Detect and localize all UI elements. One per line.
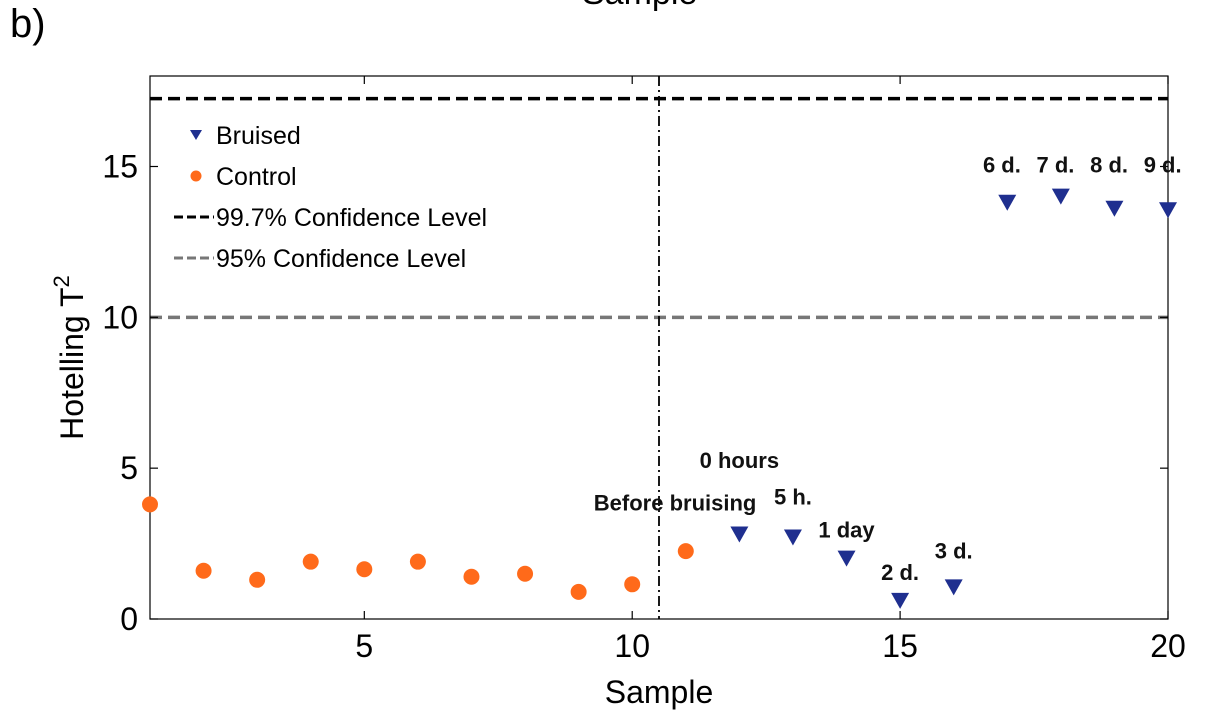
bruised-point <box>783 529 802 546</box>
legend-line-label: 95% Confidence Level <box>216 245 466 273</box>
control-point <box>570 583 587 600</box>
annotation-label: Before bruising <box>594 490 757 515</box>
legend-control-marker <box>190 170 202 182</box>
control-point <box>302 553 319 570</box>
annotation-label: 6 d. <box>983 153 1021 178</box>
legend-control-label: Control <box>216 163 297 191</box>
annotation-label: 2 d. <box>881 560 919 585</box>
x-tick-label: 15 <box>882 628 918 664</box>
control-point <box>409 553 426 570</box>
annotation-label: 7 d. <box>1037 153 1075 178</box>
x-tick-label: 20 <box>1150 628 1186 664</box>
legend: Bruised Control 99.7% Confidence Level 95% … <box>174 122 487 273</box>
control-point <box>249 571 266 588</box>
y-tick-label: 15 <box>102 149 138 185</box>
y-axis-label: Hotelling T2 <box>49 275 90 440</box>
control-point <box>517 565 534 582</box>
legend-bruised-marker <box>190 130 202 140</box>
control-point <box>624 576 641 593</box>
bruised-point <box>998 194 1017 211</box>
legend-line-label: 99.7% Confidence Level <box>216 204 487 232</box>
legend-bruised-label: Bruised <box>216 122 301 150</box>
reference-lines-layer <box>150 76 1168 619</box>
bruised-point <box>1159 202 1177 219</box>
bruised-point <box>944 579 963 596</box>
y-tick-label: 0 <box>120 601 138 637</box>
x-tick-label: 5 <box>355 628 373 664</box>
bruised-point <box>837 550 856 567</box>
annotation-label: 1 day <box>818 518 875 543</box>
control-point <box>142 496 158 513</box>
control-point <box>195 562 212 579</box>
x-axis-label: Sample <box>605 674 714 710</box>
annotation-label: 5 h. <box>774 484 812 509</box>
y-axis-label-text: Hotelling T <box>54 287 90 439</box>
annotation-label: 9 d. <box>1144 153 1182 178</box>
y-tick-label: 5 <box>120 450 138 486</box>
annotation-label: 0 hours <box>700 448 779 473</box>
points-layer <box>142 188 1177 609</box>
annotation-label: 3 d. <box>935 539 973 564</box>
bruised-point <box>891 592 910 609</box>
plot-frame <box>149 75 1169 620</box>
ticks-layer: 5 10 15 20 0 5 10 15 <box>102 76 1186 664</box>
annotation-label: 8 d. <box>1090 153 1128 178</box>
y-axis-label-superscript: 2 <box>49 275 74 287</box>
bruised-point <box>1051 188 1070 205</box>
bruised-point <box>1105 200 1124 217</box>
control-point <box>463 568 480 585</box>
top-cropped-title: Sample <box>582 0 697 13</box>
panel-label: b) <box>10 2 46 46</box>
y-tick-label: 10 <box>102 299 138 335</box>
x-tick-label: 10 <box>614 628 650 664</box>
bruised-point <box>730 526 749 543</box>
control-point <box>677 543 694 560</box>
control-point <box>356 561 373 578</box>
